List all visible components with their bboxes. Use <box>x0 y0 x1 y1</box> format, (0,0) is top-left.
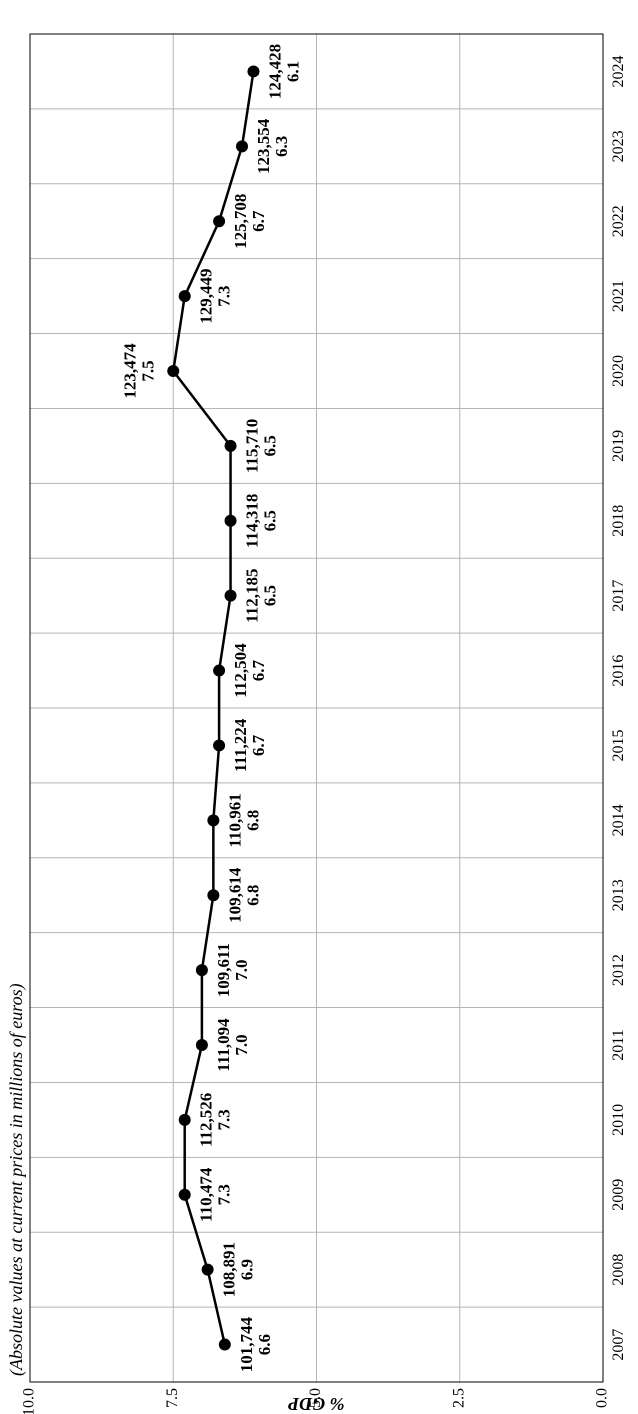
absolute-value-label: 108,891 <box>220 1242 239 1297</box>
data-point <box>224 514 237 527</box>
data-point <box>178 1113 191 1126</box>
data-point <box>178 290 191 303</box>
percent-value-label: 6.5 <box>261 585 280 606</box>
absolute-value-label: 123,554 <box>254 118 273 174</box>
y-tick-label: 7.5 <box>164 1388 181 1408</box>
percent-value-label: 6.9 <box>238 1259 257 1280</box>
percent-value-label: 7.3 <box>215 1184 234 1205</box>
y-axis-label: % GDP <box>287 1394 344 1414</box>
percent-value-label: 6.8 <box>243 810 262 831</box>
percent-value-label: 7.5 <box>138 360 157 381</box>
x-tick-label: 2007 <box>610 1329 627 1361</box>
absolute-value-label: 112,526 <box>197 1093 216 1147</box>
percent-value-label: 7.3 <box>215 285 234 306</box>
absolute-value-label: 109,611 <box>214 943 233 997</box>
absolute-value-label: 123,474 <box>120 343 139 399</box>
data-point <box>224 589 237 602</box>
percent-value-label: 6.6 <box>255 1334 274 1355</box>
absolute-value-label: 111,094 <box>214 1018 233 1072</box>
data-point <box>178 1188 191 1201</box>
chart-subtitle: (Absolute values at current prices in mi… <box>6 983 27 1376</box>
y-tick-label: 2.5 <box>450 1388 467 1408</box>
y-tick-label: 0.0 <box>594 1388 611 1408</box>
y-axis-ticks: 0.0 2.5 5.0 7.5 10.0 <box>21 1388 611 1414</box>
x-tick-label: 2008 <box>610 1254 627 1286</box>
absolute-value-label: 115,710 <box>243 419 262 473</box>
data-point <box>247 65 260 78</box>
percent-value-label: 6.7 <box>249 210 268 232</box>
absolute-value-label: 124,428 <box>265 44 284 99</box>
percent-value-label: 7.0 <box>232 959 251 980</box>
data-point <box>195 1039 208 1051</box>
percent-value-label: 6.7 <box>249 734 268 756</box>
x-tick-label: 2021 <box>610 280 627 312</box>
x-tick-label: 2015 <box>610 729 627 761</box>
plot-frame <box>29 33 604 1383</box>
percent-value-label: 6.8 <box>243 885 262 906</box>
percent-value-label: 6.1 <box>283 61 302 82</box>
data-point <box>207 814 220 827</box>
percent-value-label: 6.5 <box>261 510 280 531</box>
absolute-value-label: 112,504 <box>231 643 250 698</box>
percent-value-label: 7.0 <box>232 1034 251 1055</box>
gridlines <box>29 34 604 1382</box>
data-point <box>167 365 180 377</box>
absolute-value-label: 112,185 <box>243 569 262 623</box>
y-tick-label: 5.0 <box>307 1388 324 1408</box>
data-point <box>201 1263 214 1276</box>
absolute-value-label: 110,961 <box>225 793 244 847</box>
x-tick-label: 2013 <box>610 879 627 911</box>
percent-value-label: 6.7 <box>249 659 268 681</box>
absolute-value-label: 111,224 <box>231 718 250 772</box>
data-point <box>207 889 220 902</box>
absolute-value-label: 129,449 <box>197 268 216 323</box>
x-tick-label: 2011 <box>610 1029 627 1060</box>
x-tick-label: 2010 <box>610 1104 627 1136</box>
x-axis-ticks: 2007 2008 2009 2010 2011 2012 2013 2014 2015 2016… <box>610 55 627 1360</box>
percent-value-label: 6.5 <box>261 435 280 456</box>
x-tick-label: 2016 <box>610 655 627 687</box>
series-line-layer <box>171 71 255 1345</box>
x-tick-label: 2024 <box>610 55 627 87</box>
percent-value-label: 7.3 <box>215 1109 234 1130</box>
data-point <box>195 964 208 977</box>
x-tick-label: 2009 <box>610 1179 627 1211</box>
series-line <box>171 71 255 1345</box>
x-tick-label: 2014 <box>610 804 627 836</box>
data-point <box>218 1338 231 1351</box>
y-tick-label: 10.0 <box>21 1388 38 1414</box>
data-point <box>213 664 226 677</box>
data-points <box>167 65 260 1351</box>
percent-value-label: 6.3 <box>272 136 291 157</box>
x-tick-label: 2018 <box>610 505 627 537</box>
absolute-value-label: 114,318 <box>243 494 262 548</box>
x-tick-label: 2023 <box>610 130 627 162</box>
x-tick-label: 2022 <box>610 205 627 237</box>
absolute-value-label: 109,614 <box>225 867 244 923</box>
data-point <box>213 215 226 228</box>
absolute-value-label: 125,708 <box>231 194 250 249</box>
absolute-value-label: 110,474 <box>197 1167 216 1222</box>
x-tick-label: 2020 <box>610 355 627 387</box>
x-tick-label: 2017 <box>610 580 627 612</box>
x-tick-label: 2019 <box>610 430 627 462</box>
data-point <box>213 739 226 752</box>
absolute-value-label: 101,744 <box>237 1316 256 1372</box>
x-tick-label: 2012 <box>610 954 627 986</box>
data-point <box>224 439 237 452</box>
data-point <box>236 140 249 153</box>
